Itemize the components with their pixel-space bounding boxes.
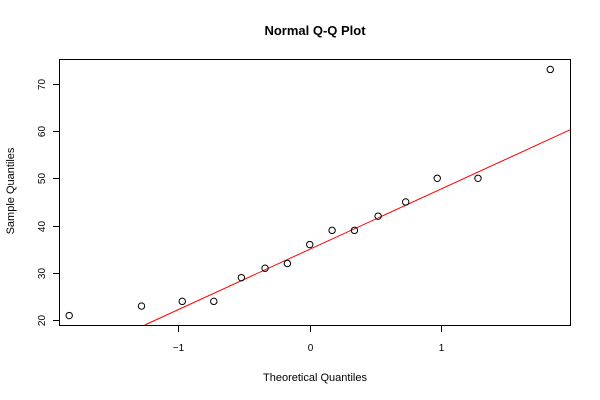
y-axis-label: Sample Quantiles	[5, 147, 17, 234]
data-point	[261, 264, 269, 272]
y-tick-label: 40	[37, 221, 48, 233]
chart-title: Normal Q-Q Plot	[264, 23, 366, 38]
x-axis: −1 0 1	[173, 325, 445, 354]
x-axis-label: Theoretical Quantiles	[263, 372, 367, 384]
reference-line	[144, 129, 571, 326]
y-axis: 20 30 40 50 60 70	[37, 79, 60, 327]
data-point	[474, 174, 482, 183]
reference-line-group	[144, 129, 571, 326]
data-point	[374, 212, 382, 220]
plot-frame	[59, 59, 571, 326]
x-tick-label: 1	[439, 343, 445, 354]
y-tick-label: 60	[37, 126, 48, 138]
data-point	[65, 311, 73, 320]
points-group	[65, 65, 554, 320]
data-point	[283, 259, 292, 268]
data-point	[401, 198, 410, 206]
data-point	[237, 273, 246, 282]
y-tick-label: 30	[37, 268, 48, 280]
data-point	[178, 297, 186, 306]
y-tick-label: 70	[37, 79, 48, 91]
data-point	[328, 226, 336, 235]
data-point	[306, 240, 314, 249]
data-point	[433, 174, 441, 183]
x-tick-label: 0	[308, 343, 314, 354]
y-tick-label: 20	[37, 315, 48, 327]
data-point	[210, 297, 218, 306]
y-tick-label: 50	[37, 173, 48, 185]
data-point	[137, 302, 146, 310]
data-point	[350, 226, 359, 235]
x-tick-label: −1	[173, 343, 185, 354]
data-point	[546, 65, 554, 74]
